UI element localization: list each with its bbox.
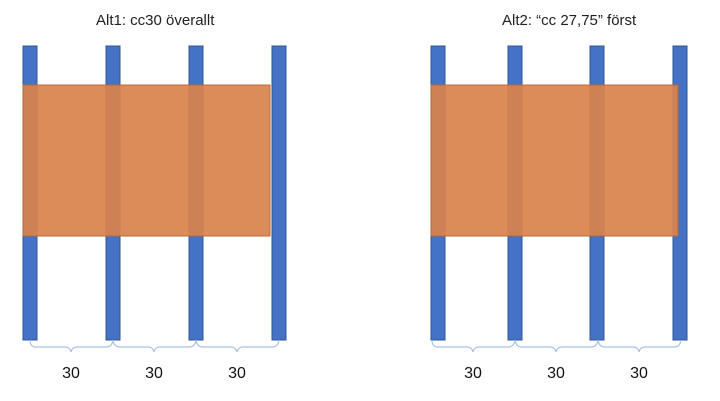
alt1-diagram: 30 30 30 — [22, 45, 287, 382]
alt2-dimension-bracket — [431, 339, 682, 353]
alt1-dimension-bracket — [29, 339, 280, 353]
alt2-panel — [430, 84, 679, 237]
alt1-spacing-label-1: 30 — [62, 365, 80, 382]
alt2-diagram: 30 30 30 — [430, 45, 688, 382]
alt2-spacing-label-3: 30 — [630, 365, 648, 382]
alt1-spacing-label-2: 30 — [145, 365, 163, 382]
alt1-stud-4 — [271, 45, 287, 341]
alt2-spacing-label-1: 30 — [464, 365, 482, 382]
alt1-spacing-label-3: 30 — [228, 365, 246, 382]
alt2-spacing-label-2: 30 — [547, 365, 565, 382]
alt1-panel — [22, 84, 271, 237]
alt1-title: Alt1: cc30 överallt — [96, 12, 215, 29]
alt2-title: Alt2: “cc 27,75” först — [502, 12, 637, 29]
